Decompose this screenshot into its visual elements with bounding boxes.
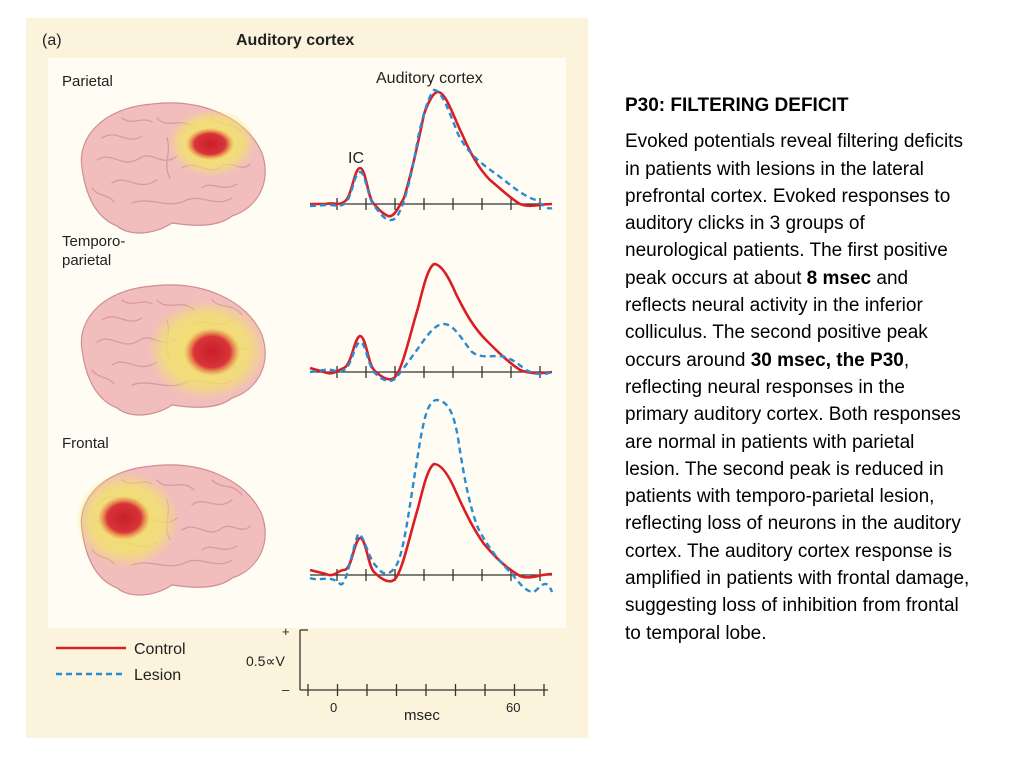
brain-illustration-parietal — [80, 102, 266, 234]
lesion-label-frontal: Frontal — [62, 435, 109, 452]
scale-amplitude: 0.5∝V — [246, 653, 285, 669]
trace-control-temporoparietal — [309, 262, 553, 381]
trace-lesion-parietal — [309, 88, 553, 222]
figure-title: Auditory cortex — [236, 32, 355, 49]
scale-tick-0: 0 — [330, 700, 337, 715]
scale-bar: + 0.5∝V – 0 60 msec — [246, 624, 548, 724]
legend: Control Lesion — [56, 641, 186, 684]
figure-graphics: Auditory cortex IC Control Lesion + — [56, 70, 554, 724]
body-text-run: , reflecting neural responses in the pri… — [625, 349, 970, 644]
trace-lesion-frontal — [309, 398, 554, 594]
scale-unit: msec — [404, 707, 440, 724]
body-text-run: and reflects neural activity in the infe… — [625, 267, 928, 371]
scale-minus: – — [282, 682, 290, 697]
trace-control-parietal — [310, 90, 553, 218]
description-heading: P30: FILTERING DEFICIT — [625, 95, 849, 116]
trace-control-frontal — [309, 462, 553, 583]
description-body: Evoked potentials reveal filtering defic… — [625, 128, 970, 647]
lesion-label-temporoparietal: Temporo- parietal — [62, 233, 126, 269]
trace-label-ic: IC — [348, 150, 364, 167]
emphasis-text: 30 msec, the P30 — [750, 349, 904, 371]
scale-plus: + — [282, 624, 290, 639]
legend-label-control: Control — [134, 641, 186, 658]
body-text-run: Evoked potentials reveal filtering defic… — [625, 131, 963, 289]
legend-label-lesion: Lesion — [134, 667, 181, 684]
panel-letter: (a) — [42, 32, 62, 49]
activation-core — [98, 496, 150, 540]
trace-label-auditory-cortex: Auditory cortex — [376, 70, 483, 87]
activation-core — [184, 328, 240, 376]
scale-tick-60: 60 — [506, 700, 520, 715]
lesion-label-parietal: Parietal — [62, 73, 113, 90]
brain-illustration-frontal — [75, 464, 266, 596]
trace-axes — [310, 203, 552, 576]
figure-panel: (a) Auditory cortex Parietal Temporo- pa… — [26, 18, 588, 738]
emphasis-text: 8 msec — [806, 267, 872, 289]
axis-ticks — [336, 198, 541, 581]
activation-core — [186, 128, 234, 160]
description-panel: P30: FILTERING DEFICIT Evoked potentials… — [625, 92, 970, 647]
trace-lesion-temporoparietal — [309, 322, 553, 383]
brain-illustration-temporoparietal — [80, 284, 267, 416]
